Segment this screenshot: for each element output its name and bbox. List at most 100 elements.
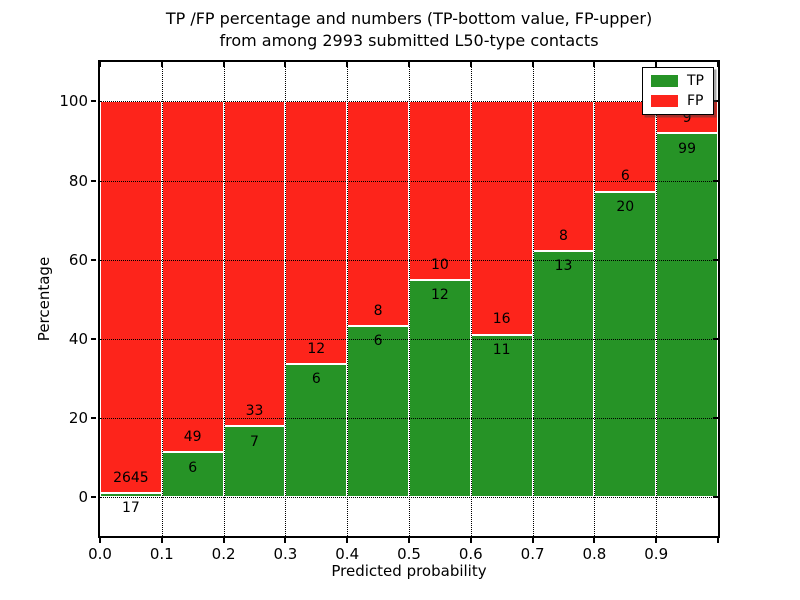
bar-column — [532, 101, 595, 497]
bar-count-tp: 17 — [121, 500, 140, 517]
grid-line-vertical — [470, 62, 472, 536]
y-tick-mark — [91, 100, 96, 103]
x-tick-mark — [655, 538, 658, 543]
x-tick-mark — [531, 538, 534, 543]
bar-count-tp: 12 — [430, 287, 449, 304]
x-tick-mark-top — [408, 62, 410, 67]
bar-column — [594, 101, 657, 497]
bar-count-fp: 8 — [373, 303, 383, 320]
bar-count-tp: 13 — [554, 258, 573, 275]
bar-segment-tp — [286, 364, 347, 497]
bar-column — [656, 101, 718, 497]
y-tick-label: 80 — [68, 171, 88, 190]
x-tick-mark — [469, 538, 472, 543]
bar-count-tp: 6 — [311, 371, 321, 388]
grid-line-vertical — [285, 62, 287, 536]
bar-segment-tp — [471, 335, 532, 497]
grid-line-vertical — [347, 62, 349, 536]
legend-entry-tp: TP — [651, 74, 704, 88]
bar-count-fp: 10 — [430, 256, 449, 273]
y-tick-mark-right — [713, 179, 718, 182]
x-tick-mark-top — [99, 62, 101, 67]
legend-swatch-tp — [651, 75, 678, 87]
bar-column — [470, 101, 533, 497]
grid-line-vertical — [161, 62, 163, 536]
y-tick-mark — [91, 258, 96, 261]
x-tick-label: 0.2 — [211, 545, 236, 563]
y-tick-mark-right — [713, 495, 718, 498]
legend-swatch-fp — [651, 95, 678, 107]
grid-line-vertical — [409, 62, 410, 536]
x-tick-mark — [160, 538, 163, 543]
bar-column — [223, 101, 286, 497]
y-tick-mark-right — [713, 100, 718, 103]
bar-segment-tp — [224, 427, 285, 497]
bar-segment-tp — [348, 327, 408, 497]
bar-count-tp: 99 — [678, 140, 697, 157]
x-tick-mark — [346, 538, 349, 543]
x-tick-label: 0.4 — [335, 545, 360, 563]
x-tick-mark-top — [593, 62, 596, 67]
y-tick-label: 60 — [68, 250, 88, 269]
grid-line-vertical — [656, 62, 658, 536]
bar-segment-fp — [410, 101, 470, 282]
bar-segment-fp — [286, 101, 347, 365]
x-tick-mark-top — [655, 62, 658, 67]
x-tick-label: 0.7 — [520, 545, 545, 563]
x-tick-mark-top — [346, 62, 349, 67]
bar-count-tp: 6 — [373, 333, 383, 350]
x-tick-mark — [284, 538, 287, 543]
x-tick-mark-top — [469, 62, 472, 67]
x-tick-mark — [717, 538, 719, 543]
bar-column — [100, 101, 162, 497]
plot-area: TP FP 0 20 40 60 80 100 0.0 0.1 0.2 0.3 0.4 0.5 0.6 0… — [59, 60, 720, 563]
bar-count-tp: 20 — [616, 198, 635, 215]
bar-count-tp: 6 — [188, 459, 198, 476]
bar-segment-tp — [533, 251, 594, 497]
x-tick-mark-top — [222, 62, 225, 67]
legend-label-fp: FP — [687, 93, 704, 109]
x-tick-mark — [593, 538, 596, 543]
bar-count-fp: 12 — [307, 340, 326, 357]
legend-label-tp: TP — [687, 73, 704, 89]
grid-line-vertical — [532, 62, 534, 536]
x-tick-mark — [408, 538, 410, 543]
y-tick-label: 20 — [68, 408, 88, 427]
bar-count-fp: 8 — [559, 227, 568, 244]
bar-segment-tp — [162, 453, 223, 497]
y-axis-label: Percentage — [35, 256, 53, 342]
x-tick-mark — [99, 538, 101, 543]
chart-title-line2: from among 2993 submitted L50-type conta… — [219, 31, 599, 50]
bar-column — [161, 101, 224, 497]
bar-segment-fp — [348, 101, 408, 328]
y-tick-mark — [91, 416, 96, 419]
x-tick-mark-top — [284, 62, 287, 67]
bar-segment-fp — [224, 101, 285, 428]
x-tick-label: 0.6 — [458, 545, 483, 563]
x-tick-mark — [222, 538, 225, 543]
bar-segment-fp — [533, 101, 594, 252]
bar-column — [409, 101, 471, 497]
y-tick-mark-right — [713, 337, 718, 340]
y-tick-mark — [91, 495, 96, 498]
x-tick-label: 0.1 — [149, 545, 174, 563]
bar-count-fp: 49 — [183, 429, 202, 446]
legend: TP FP — [642, 67, 714, 115]
bar-count-fp: 16 — [492, 311, 511, 328]
x-axis-label: Predicted probability — [331, 562, 487, 580]
bar-column — [347, 101, 409, 497]
bar-count-tp: 7 — [250, 433, 259, 450]
y-tick-mark-right — [713, 258, 718, 261]
y-tick-mark — [91, 337, 96, 340]
bar-segment-tp — [657, 134, 717, 497]
x-tick-label: 0.9 — [644, 545, 669, 563]
x-tick-label: 0.3 — [273, 545, 298, 563]
bar-count-fp: 9 — [682, 110, 692, 127]
bar-count-fp: 6 — [620, 168, 630, 185]
y-tick-label: 100 — [59, 92, 88, 111]
x-tick-mark-top — [531, 62, 534, 67]
bar-segment-tp — [410, 281, 470, 497]
x-tick-label: 0.5 — [397, 545, 421, 563]
bar-segment-fp — [595, 101, 656, 193]
